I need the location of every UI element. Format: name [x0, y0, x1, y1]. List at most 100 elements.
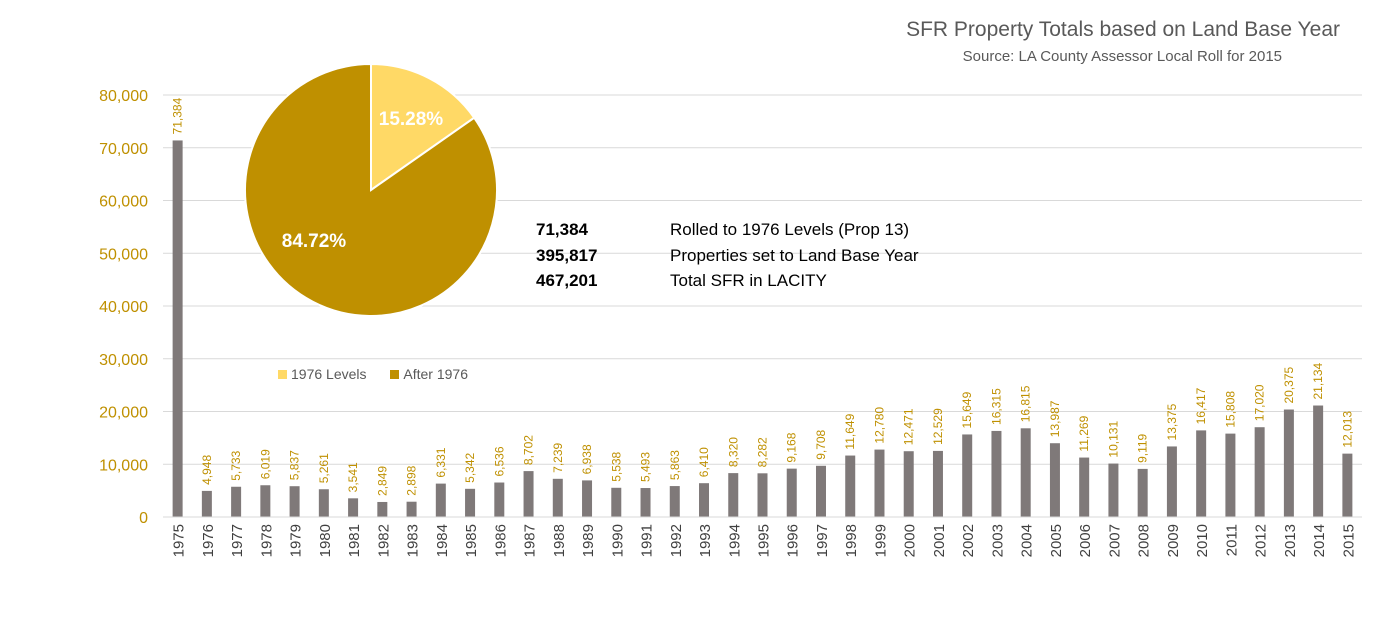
bar-data-label: 9,708 [814, 429, 828, 459]
bar-data-label: 9,119 [1136, 433, 1150, 462]
bar-data-label: 8,702 [522, 435, 536, 465]
bar [1079, 457, 1090, 517]
legend-item-after-1976: After 1976 [390, 366, 468, 382]
bar-data-label: 16,815 [1019, 385, 1033, 422]
bar-data-label: 5,837 [288, 450, 302, 480]
x-tick-label: 2012 [1253, 524, 1270, 557]
bar-data-label: 13,375 [1165, 403, 1179, 440]
bar-data-label: 12,529 [931, 408, 945, 445]
bar-data-label: 8,282 [756, 437, 770, 467]
bar [406, 501, 417, 517]
x-tick-label: 1993 [697, 524, 714, 557]
bar [874, 449, 885, 517]
pie-label: 15.28% [379, 109, 444, 130]
x-tick-label: 2005 [1048, 524, 1065, 557]
bar-data-label: 9,168 [785, 432, 799, 462]
bar-data-label: 2,898 [405, 465, 419, 495]
x-tick-label: 2007 [1106, 524, 1123, 557]
bar-data-label: 15,649 [960, 391, 974, 428]
x-tick-label: 1985 [463, 524, 480, 557]
bar-data-label: 71,384 [171, 97, 185, 134]
bar [1196, 430, 1207, 517]
y-tick-label: 70,000 [99, 141, 148, 158]
bar-data-label: 5,733 [229, 450, 243, 480]
x-tick-label: 1992 [668, 524, 685, 557]
legend-label: 1976 Levels [291, 366, 367, 382]
x-tick-label: 2006 [1077, 524, 1094, 557]
bar [1166, 446, 1177, 517]
x-tick-label: 2002 [960, 524, 977, 557]
bar [348, 498, 359, 517]
bar [494, 482, 505, 517]
bar-data-label: 21,134 [1311, 362, 1325, 399]
x-tick-label: 1998 [843, 524, 860, 557]
stat-label: Total SFR in LACITY [670, 271, 827, 290]
bar-data-label: 20,375 [1282, 366, 1296, 403]
x-tick-label: 1981 [346, 524, 363, 557]
x-tick-label: 2001 [931, 524, 948, 557]
bar-data-label: 13,987 [1048, 400, 1062, 437]
x-tick-label: 1988 [551, 524, 568, 557]
bar [260, 485, 271, 517]
bar-data-label: 2,849 [375, 466, 389, 496]
bar-data-label: 4,948 [200, 455, 214, 485]
bar-data-label: 5,863 [668, 450, 682, 480]
x-tick-label: 2008 [1136, 524, 1153, 557]
x-tick-label: 1984 [434, 524, 451, 557]
y-tick-label: 10,000 [99, 457, 148, 474]
y-tick-label: 30,000 [99, 352, 148, 369]
pie-slice [370, 62, 476, 192]
x-tick-label: 2004 [1019, 524, 1036, 557]
bar-data-label: 8,320 [726, 437, 740, 467]
bar-data-label: 10,131 [1106, 421, 1120, 458]
bar-data-label: 6,410 [697, 447, 711, 477]
bar-data-label: 15,808 [1223, 391, 1237, 428]
bar [786, 468, 797, 517]
x-tick-label: 1986 [492, 524, 509, 557]
x-tick-label: 1978 [258, 524, 275, 557]
x-tick-label: 1991 [639, 524, 656, 557]
bar-data-label: 3,541 [346, 462, 360, 492]
bar-data-label: 6,938 [580, 444, 594, 474]
bar [903, 451, 914, 517]
bar [669, 486, 680, 517]
legend-item-1976-levels: 1976 Levels [278, 366, 367, 382]
bar-data-label: 17,020 [1253, 384, 1267, 421]
stat-value: 71,384 [536, 220, 588, 239]
bar [1020, 428, 1031, 517]
y-axis: 0 10,000 20,000 30,000 40,000 50,000 60,000 70,… [99, 88, 148, 527]
bar-data-label: 6,019 [258, 449, 272, 479]
bars: 71,384 4,948 5,733 6,019 5,837 5,261 3,541 2,84… [171, 97, 1354, 517]
bar [611, 487, 622, 517]
bar [728, 473, 739, 517]
x-tick-label: 1977 [229, 524, 246, 557]
x-tick-label: 1989 [580, 524, 597, 557]
bar-data-label: 12,013 [1340, 411, 1354, 448]
x-tick-label: 2013 [1282, 524, 1299, 557]
bar [435, 483, 446, 517]
x-tick-label: 1975 [171, 524, 188, 557]
pie-label: 84.72% [282, 231, 347, 252]
bar [582, 480, 593, 517]
x-tick-label: 2009 [1165, 524, 1182, 557]
bar [845, 455, 856, 517]
x-tick-label: 1987 [522, 524, 539, 557]
bar-data-label: 5,342 [463, 452, 477, 482]
bar [377, 501, 388, 517]
x-tick-label: 2000 [902, 524, 919, 557]
bar [932, 450, 943, 517]
bar [757, 473, 768, 517]
x-tick-label: 1982 [375, 524, 392, 557]
bar [1283, 409, 1294, 517]
x-tick-label: 1995 [756, 524, 773, 557]
bar [1313, 405, 1324, 517]
bar-data-label: 7,239 [551, 442, 565, 472]
x-tick-label: 1994 [726, 524, 743, 557]
bar [318, 489, 329, 517]
y-tick-label: 50,000 [99, 246, 148, 263]
bar-data-label: 5,493 [639, 452, 653, 482]
bar [231, 486, 242, 517]
bar-data-label: 5,261 [317, 453, 331, 483]
x-tick-label: 1976 [200, 524, 217, 557]
